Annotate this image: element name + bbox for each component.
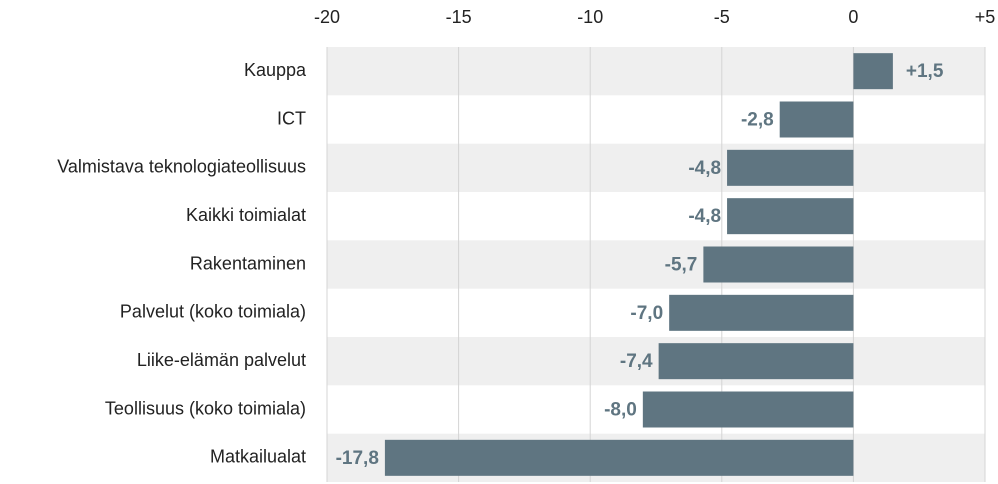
bar xyxy=(779,101,854,138)
bar xyxy=(658,343,854,380)
bar xyxy=(727,149,854,186)
y-tick-label: Rakentaminen xyxy=(190,253,306,273)
value-label: -7,0 xyxy=(630,303,663,324)
value-label: -4,8 xyxy=(688,158,721,179)
y-tick-label: Valmistava teknologiateollisuus xyxy=(57,157,306,177)
bar xyxy=(669,294,854,331)
bar xyxy=(384,439,854,476)
y-tick-label: Teollisuus (koko toimiala) xyxy=(105,398,306,418)
value-label: -8,0 xyxy=(604,400,637,421)
x-tick-label: 0 xyxy=(848,7,858,27)
y-tick-label: Matkailualat xyxy=(210,447,306,467)
x-tick-label: -5 xyxy=(714,7,730,27)
y-tick-label: ICT xyxy=(277,108,306,128)
row-band xyxy=(327,143,985,192)
bar xyxy=(853,53,893,90)
value-label: -5,7 xyxy=(665,255,698,276)
y-tick-label: Kauppa xyxy=(244,60,307,80)
value-label: -2,8 xyxy=(741,110,774,131)
y-tick-label: Kaikki toimialat xyxy=(186,205,306,225)
x-tick-label: -10 xyxy=(577,7,603,27)
value-label: -4,8 xyxy=(688,206,721,227)
row-band xyxy=(327,240,985,289)
bar xyxy=(642,391,854,428)
row-band xyxy=(327,337,985,386)
x-tick-label: -15 xyxy=(446,7,472,27)
value-label: +1,5 xyxy=(906,61,944,82)
y-tick-label: Liike-elämän palvelut xyxy=(137,350,306,370)
value-label: -7,4 xyxy=(620,351,653,372)
x-tick-label: -20 xyxy=(314,7,340,27)
value-label: -17,8 xyxy=(336,448,379,469)
x-tick-label: +5 xyxy=(975,7,996,27)
y-tick-label: Palvelut (koko toimiala) xyxy=(120,302,306,322)
bar xyxy=(727,198,854,235)
bar xyxy=(703,246,854,283)
